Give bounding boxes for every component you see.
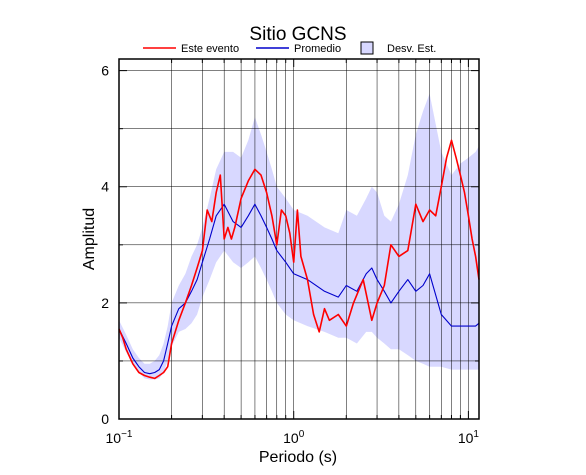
plot-frame bbox=[118, 58, 480, 420]
x-tick-exponent: 0 bbox=[299, 429, 305, 440]
chart-title: Sitio GCNS bbox=[249, 24, 346, 45]
y-tick-label: 2 bbox=[101, 295, 109, 311]
legend: Este evento Promedio Desv. Est. bbox=[143, 41, 436, 55]
legend-label-promedio: Promedio bbox=[294, 43, 341, 55]
y-axis-label: Amplitud bbox=[81, 208, 98, 270]
x-tick-label: 10−1 bbox=[106, 429, 133, 446]
x-tick-label: 101 bbox=[458, 429, 480, 446]
series-line-promedio bbox=[118, 203, 480, 375]
legend-label-este-evento: Este evento bbox=[181, 43, 239, 55]
y-tick-label: 4 bbox=[101, 179, 109, 195]
series-line-este-evento bbox=[118, 139, 480, 380]
legend-label-desv-est: Desv. Est. bbox=[387, 43, 436, 55]
x-tick-exponent: −1 bbox=[121, 429, 133, 440]
legend-swatch-desv-est bbox=[360, 41, 374, 55]
y-tick-label: 6 bbox=[101, 63, 109, 79]
x-axis-label: Periodo (s) bbox=[259, 449, 337, 466]
series-layer bbox=[118, 139, 480, 380]
x-tick-label: 100 bbox=[283, 429, 305, 446]
grid-layer bbox=[118, 59, 479, 419]
x-tick-exponent: 1 bbox=[473, 429, 479, 440]
y-tick-label: 0 bbox=[101, 411, 109, 427]
